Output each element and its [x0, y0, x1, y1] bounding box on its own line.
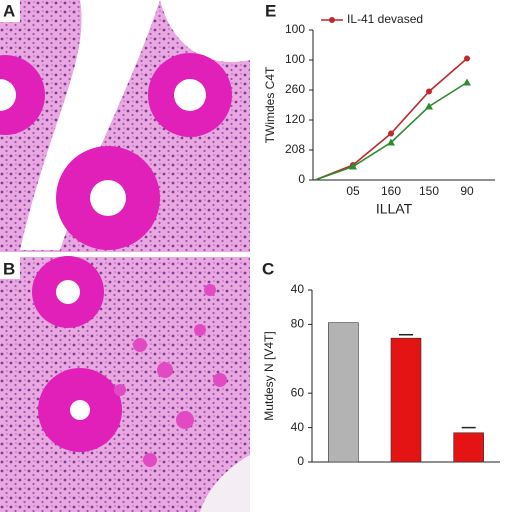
bar	[328, 322, 359, 463]
legend-marker	[329, 17, 335, 23]
y-tick-label: 120	[285, 112, 305, 126]
x-tick-label: 160	[381, 184, 401, 198]
y-axis-label: TWimdes C4T	[263, 66, 277, 143]
marker	[425, 102, 433, 110]
bar	[453, 432, 484, 463]
y-tick-label: 100	[285, 22, 305, 36]
marker	[463, 78, 471, 86]
marker	[464, 55, 470, 62]
y-tick-label: 260	[285, 82, 305, 96]
x-tick-label: 150	[419, 184, 439, 198]
y-tick-label: 80	[291, 317, 305, 331]
marker	[387, 138, 395, 146]
x-tick-label: 90	[460, 184, 474, 198]
y-tick-label: 0	[297, 454, 304, 468]
y-tick-label: 208	[285, 142, 305, 156]
panel-label: B	[3, 259, 15, 278]
panel-label: C	[262, 259, 274, 278]
panel-label: E	[265, 1, 276, 20]
bar	[390, 337, 422, 463]
marker	[426, 88, 432, 95]
legend-label: IL-41 devased	[347, 12, 423, 26]
histology-a: A	[0, 0, 250, 252]
y-tick-label: 0	[298, 172, 305, 186]
y-tick-label: 100	[285, 52, 305, 66]
y-axis-label: Mutdesy N [V4T]	[262, 331, 276, 420]
histology-b: B	[0, 256, 250, 512]
y-tick-label: 40	[291, 282, 305, 296]
panel-label: A	[3, 1, 15, 20]
series-line	[314, 57, 468, 181]
y-tick-label: 60	[291, 385, 305, 399]
x-axis-label: ILLAT	[376, 201, 413, 217]
marker	[388, 130, 394, 137]
x-tick-label: 05	[346, 184, 360, 198]
marker	[349, 162, 357, 170]
y-tick-label: 40	[291, 420, 305, 434]
